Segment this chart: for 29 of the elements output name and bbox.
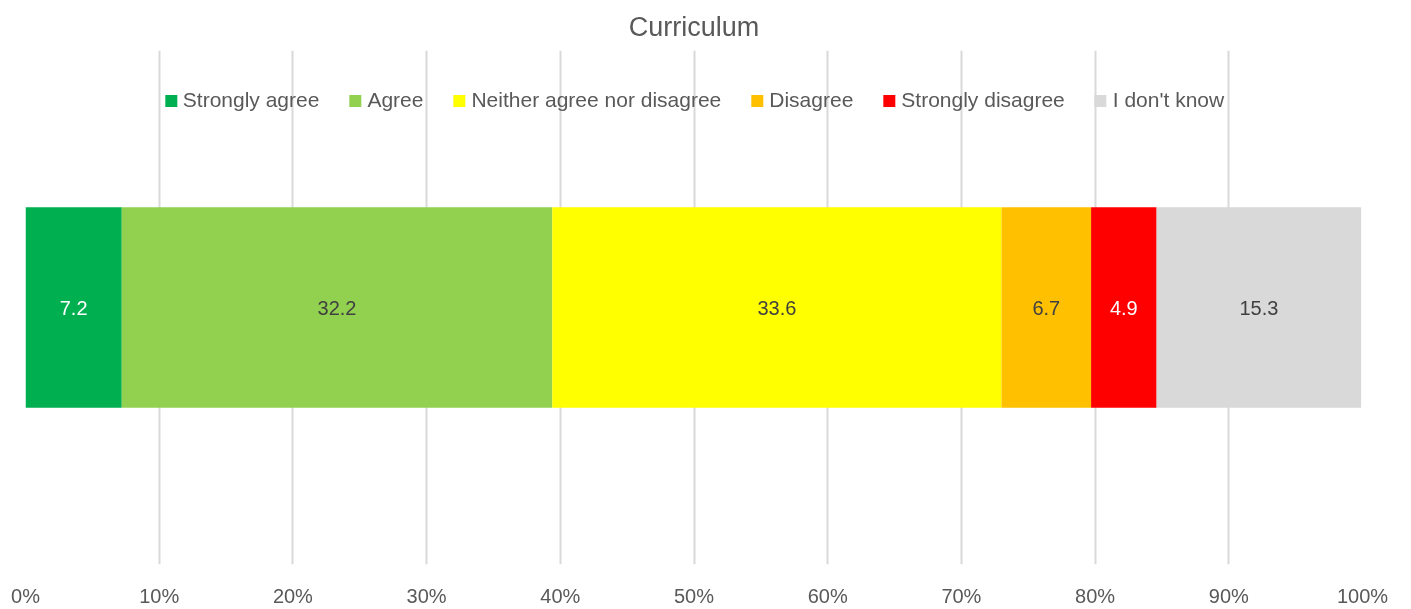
x-tick-label: 0%: [11, 584, 41, 607]
data-label: 32.2: [317, 296, 357, 319]
bar: [1001, 207, 1092, 408]
x-tick-label: 60%: [807, 584, 848, 607]
legend-label: Neither agree nor disagree: [471, 88, 722, 112]
x-tick-label: 10%: [139, 584, 180, 607]
bar: [121, 207, 553, 408]
x-tick-label: 80%: [1075, 584, 1116, 607]
data-label: 33.6: [757, 296, 797, 319]
data-label: 6.7: [1032, 296, 1061, 319]
x-tick-label: 70%: [941, 584, 982, 607]
x-tick-label: 30%: [406, 584, 447, 607]
legend-label: Strongly disagree: [901, 88, 1065, 112]
x-tick-label: 100%: [1336, 584, 1389, 607]
bar: [552, 207, 1002, 408]
legend-label: Disagree: [769, 88, 854, 112]
legend-label: I don't know: [1112, 88, 1225, 112]
data-label: 4.9: [1109, 296, 1138, 319]
data-label: 7.2: [59, 296, 88, 319]
legend-label: Agree: [367, 88, 424, 112]
x-tick-label: 40%: [540, 584, 581, 607]
legend-label: Strongly agree: [182, 88, 320, 112]
chart-title: Curriculum: [628, 11, 760, 42]
data-label: 15.3: [1239, 296, 1279, 319]
x-tick-label: 50%: [673, 584, 715, 607]
bar: [25, 207, 122, 408]
x-tick-label: 90%: [1208, 584, 1250, 607]
bar: [1091, 207, 1157, 408]
x-tick-label: 20%: [272, 584, 314, 607]
